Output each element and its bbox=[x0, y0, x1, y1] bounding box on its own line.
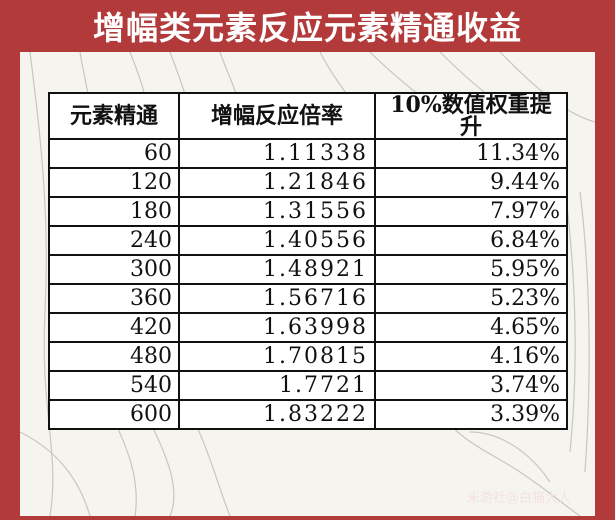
table-row: 300 1.48921 5.95% bbox=[48, 254, 568, 285]
table-header-row: 元素精通 增幅反应倍率 10%数值权重提升 bbox=[48, 92, 568, 140]
cell-mastery: 360 bbox=[48, 283, 180, 314]
watermark: 米游社@白猫大人 bbox=[466, 491, 571, 506]
cell-mastery: 180 bbox=[48, 196, 180, 227]
cell-gain: 7.97% bbox=[374, 196, 568, 227]
cell-multiplier: 1.83222 bbox=[178, 399, 376, 430]
cell-multiplier: 1.11338 bbox=[178, 138, 376, 169]
cell-mastery: 120 bbox=[48, 167, 180, 198]
cell-multiplier: 1.63998 bbox=[178, 312, 376, 343]
table-row: 120 1.21846 9.44% bbox=[48, 167, 568, 198]
cell-gain: 4.65% bbox=[374, 312, 568, 343]
header-gain: 10%数值权重提升 bbox=[374, 92, 568, 140]
cell-gain: 5.23% bbox=[374, 283, 568, 314]
cell-mastery: 600 bbox=[48, 399, 180, 430]
cell-mastery: 60 bbox=[48, 138, 180, 169]
cell-gain: 3.39% bbox=[374, 399, 568, 430]
cell-mastery: 540 bbox=[48, 370, 180, 401]
table-row: 360 1.56716 5.23% bbox=[48, 283, 568, 314]
cell-multiplier: 1.7721 bbox=[178, 370, 376, 401]
cell-mastery: 420 bbox=[48, 312, 180, 343]
cell-gain: 4.16% bbox=[374, 341, 568, 372]
cell-multiplier: 1.70815 bbox=[178, 341, 376, 372]
table-row: 180 1.31556 7.97% bbox=[48, 196, 568, 227]
cell-multiplier: 1.31556 bbox=[178, 196, 376, 227]
cell-gain: 11.34% bbox=[374, 138, 568, 169]
table-row: 600 1.83222 3.39% bbox=[48, 399, 568, 430]
header-mastery: 元素精通 bbox=[48, 92, 180, 140]
cell-multiplier: 1.56716 bbox=[178, 283, 376, 314]
cell-multiplier: 1.40556 bbox=[178, 225, 376, 256]
table-row: 540 1.7721 3.74% bbox=[48, 370, 568, 401]
cell-multiplier: 1.21846 bbox=[178, 167, 376, 198]
cell-mastery: 480 bbox=[48, 341, 180, 372]
cell-gain: 3.74% bbox=[374, 370, 568, 401]
cell-gain: 9.44% bbox=[374, 167, 568, 198]
table-row: 60 1.11338 11.34% bbox=[48, 138, 568, 169]
cell-mastery: 300 bbox=[48, 254, 180, 285]
table-row: 240 1.40556 6.84% bbox=[48, 225, 568, 256]
cell-gain: 6.84% bbox=[374, 225, 568, 256]
header-multiplier: 增幅反应倍率 bbox=[178, 92, 376, 140]
content-panel: 元素精通 增幅反应倍率 10%数值权重提升 60 1.11338 11.34% 120… bbox=[20, 52, 595, 516]
mastery-table: 元素精通 增幅反应倍率 10%数值权重提升 60 1.11338 11.34% 120… bbox=[48, 92, 568, 430]
page-title: 增幅类元素反应元素精通收益 bbox=[92, 9, 522, 47]
cell-multiplier: 1.48921 bbox=[178, 254, 376, 285]
cell-mastery: 240 bbox=[48, 225, 180, 256]
cell-gain: 5.95% bbox=[374, 254, 568, 285]
table-row: 480 1.70815 4.16% bbox=[48, 341, 568, 372]
table-row: 420 1.63998 4.65% bbox=[48, 312, 568, 343]
